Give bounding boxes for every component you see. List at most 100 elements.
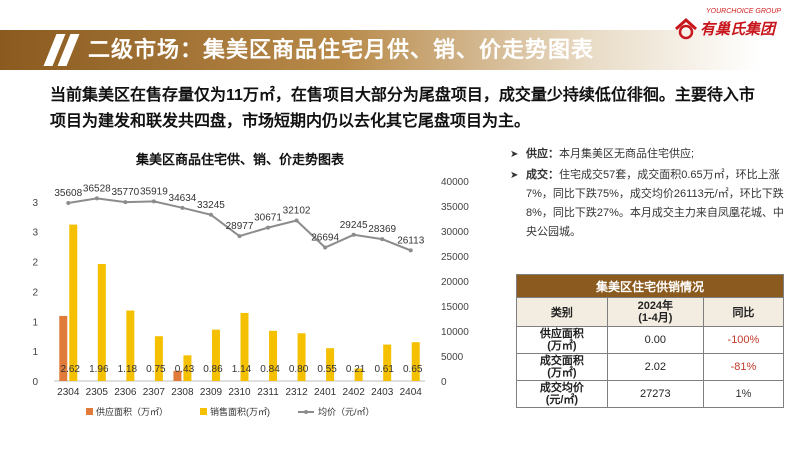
sales-data-label: 0.65 <box>403 364 423 375</box>
page-title: 二级市场：集美区商品住宅月供、销、价走势图表 <box>88 37 595 62</box>
sales-bar <box>154 336 163 381</box>
arrow-right-icon: ➤ <box>510 149 519 160</box>
sales-data-label: 0.43 <box>175 364 195 375</box>
summary-panel: ➤ 供应：本月集美区无商品住宅供应; ➤ 成交：住宅成交57套，成交面积0.65… <box>510 145 785 244</box>
logo-name: 有巢氏集团 <box>700 21 776 38</box>
x-axis-tick: 2311 <box>257 387 279 398</box>
price-data-label: 33245 <box>197 200 225 211</box>
price-data-label: 28369 <box>368 224 396 235</box>
price-point <box>123 200 128 205</box>
price-data-label: 36528 <box>83 183 111 194</box>
sales-data-label: 0.80 <box>289 364 309 375</box>
bullet-text: 住宅成交57套，成交面积0.65万㎡，环比上涨7%，同比下跌75%，成交均价26… <box>526 169 784 238</box>
sales-data-label: 0.84 <box>260 364 280 375</box>
title-decoration <box>43 34 80 66</box>
left-axis-tick: 1 <box>32 347 38 358</box>
price-point <box>208 212 213 217</box>
headline-text: 当前集美区在售存量仅为11万㎡，在售项目大部分为尾盘项目，成交量少持续低位徘徊。… <box>50 87 755 130</box>
price-data-label: 29245 <box>340 220 368 231</box>
price-data-label: 32102 <box>283 205 311 216</box>
x-axis-tick: 2308 <box>171 387 194 398</box>
price-data-label: 35919 <box>140 186 168 197</box>
table-row: 供应面积 (万㎡) 0.00 -100% <box>516 326 785 354</box>
left-axis-tick: 2 <box>32 287 38 298</box>
legend-sales-swatch <box>200 408 207 415</box>
row-yoy: 1% <box>702 380 785 408</box>
bullet-supply: ➤ 供应：本月集美区无商品住宅供应; <box>510 145 785 164</box>
price-point <box>151 199 156 204</box>
sales-bar <box>97 263 106 381</box>
price-point <box>94 196 99 201</box>
table-header-cell: 同比 <box>702 297 785 327</box>
price-point <box>323 245 328 250</box>
sales-data-label: 0.55 <box>317 364 337 375</box>
row-value: 0.00 <box>606 326 704 354</box>
right-axis-tick: 20000 <box>441 277 469 288</box>
sales-bar <box>269 330 278 381</box>
table-header-cell: 2024年 (1-4月) <box>606 297 704 327</box>
price-point <box>237 234 242 239</box>
price-data-label: 35770 <box>111 187 139 198</box>
chart-title: 集美区商品住宅供、销、价走势图表 <box>135 152 344 167</box>
legend-supply-label: 供应面积（万㎡） <box>96 406 168 417</box>
sales-data-label: 0.75 <box>146 364 166 375</box>
price-point <box>180 205 185 210</box>
price-point <box>294 218 299 223</box>
bullet-text: 本月集美区无商品住宅供应; <box>559 148 695 160</box>
left-axis-tick: 3 <box>32 198 38 209</box>
right-axis-tick: 5000 <box>441 352 464 363</box>
price-point <box>408 248 413 253</box>
left-axis-tick: 0 <box>32 377 38 388</box>
sales-data-label: 0.86 <box>203 364 223 375</box>
logo-tagline: YOURCHOICE GROUP <box>706 8 782 15</box>
sales-bar <box>383 344 392 381</box>
price-data-label: 34634 <box>169 193 197 204</box>
table-header-cell: 类别 <box>516 297 608 327</box>
x-axis-tick: 2306 <box>114 387 137 398</box>
x-axis-tick: 2403 <box>371 387 394 398</box>
left-axis-tick: 1 <box>32 317 38 328</box>
x-axis-tick: 2307 <box>143 387 166 398</box>
row-yoy: -100% <box>702 326 785 354</box>
combo-chart: 0 1 1 2 2 3 3 0 5000 10000 15000 20000 25000 30000 350… <box>32 177 469 417</box>
price-point <box>380 237 385 242</box>
right-axis-tick: 25000 <box>441 252 469 263</box>
right-axis-tick: 0 <box>441 377 447 388</box>
x-axis-tick: 2402 <box>343 387 366 398</box>
bullet-deal: ➤ 成交：住宅成交57套，成交面积0.65万㎡，环比上涨7%，同比下跌75%，成… <box>510 166 785 242</box>
row-value: 2.02 <box>606 353 704 381</box>
price-point <box>351 232 356 237</box>
table-caption: 集美区住宅供销情况 <box>516 274 784 298</box>
sales-bar <box>126 310 135 381</box>
price-data-label: 35608 <box>54 188 82 199</box>
supply-bar <box>59 315 68 381</box>
sales-bar <box>211 329 220 381</box>
row-value: 27273 <box>606 380 704 408</box>
price-point <box>266 225 271 230</box>
table-row: 成交均价 (元/㎡) 27273 1% <box>516 380 785 408</box>
x-axis-tick: 2401 <box>314 387 337 398</box>
x-axis-tick: 2309 <box>200 387 223 398</box>
chart-container: 集美区商品住宅供、销、价走势图表 0 1 1 2 2 3 3 0 5000 10000 15000 2… <box>30 145 470 435</box>
price-data-label: 26113 <box>397 235 425 246</box>
logo-mark-icon <box>674 17 698 40</box>
legend-supply-swatch <box>86 408 93 415</box>
row-name: 供应面积 (万㎡) <box>516 326 608 354</box>
sales-bar <box>297 333 306 381</box>
legend-price-marker <box>304 410 308 414</box>
x-axis-tick: 2304 <box>57 387 80 398</box>
sales-data-label: 0.61 <box>374 364 394 375</box>
row-name: 成交均价 (元/㎡) <box>516 380 608 408</box>
left-axis-tick: 3 <box>32 228 38 239</box>
right-axis-tick: 15000 <box>441 302 469 313</box>
company-logo: YOURCHOICE GROUP 有巢氏集团 <box>666 8 786 42</box>
sales-bar <box>183 355 192 381</box>
x-axis-tick: 2305 <box>86 387 109 398</box>
title-bar: 二级市场：集美区商品住宅月供、销、价走势图表 <box>0 30 760 70</box>
price-data-label: 30671 <box>254 213 282 224</box>
table-row: 成交面积 (万㎡) 2.02 -81% <box>516 353 785 381</box>
right-axis-tick: 40000 <box>441 177 469 188</box>
right-axis-tick: 10000 <box>441 327 469 338</box>
sales-bar <box>240 312 249 381</box>
row-yoy: -81% <box>702 353 785 381</box>
